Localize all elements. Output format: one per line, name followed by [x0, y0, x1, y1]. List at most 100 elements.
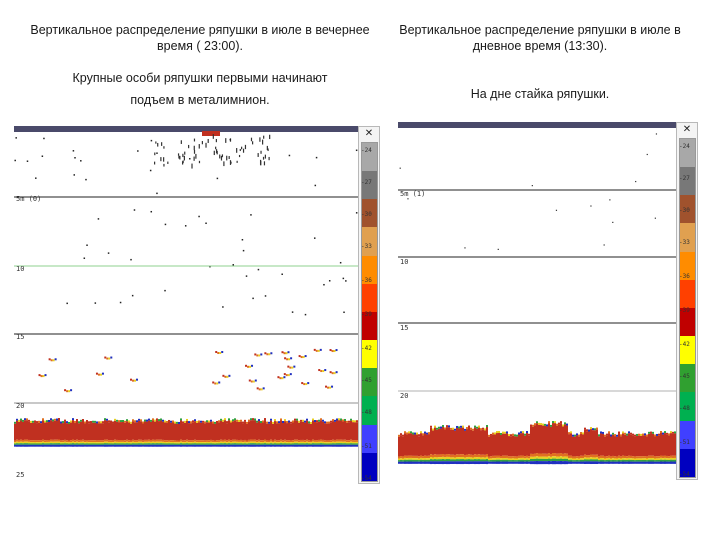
seabed-edge: [438, 457, 440, 460]
seabed-speckle: [232, 419, 234, 422]
seabed-edge: [518, 461, 520, 464]
seabed-edge: [476, 459, 478, 462]
seabed-edge: [602, 461, 604, 464]
seabed-speckle: [38, 420, 40, 423]
close-icon[interactable]: ✕: [364, 128, 374, 139]
fish-trace: [407, 198, 409, 200]
seabed-core: [304, 422, 306, 441]
seabed-edge: [86, 444, 88, 447]
seabed-edge: [454, 461, 456, 464]
seabed-speckle: [74, 421, 76, 424]
seabed-speckle: [166, 421, 168, 424]
seabed-edge: [600, 461, 602, 464]
seabed-speckle: [630, 432, 632, 435]
seabed-core: [648, 433, 650, 456]
seabed-edge: [90, 444, 92, 447]
seabed-edge: [550, 461, 552, 465]
seabed-core: [170, 422, 172, 441]
seabed-core: [296, 420, 298, 440]
seabed-speckle: [302, 419, 304, 422]
fish-arc: [42, 375, 45, 378]
close-icon[interactable]: ✕: [682, 124, 692, 135]
seabed-edge: [584, 454, 586, 458]
seabed-core: [592, 430, 594, 455]
color-scale-segment: [362, 171, 377, 200]
seabed-edge: [216, 443, 218, 445]
fish-trace: [264, 154, 266, 159]
seabed-core: [620, 436, 622, 457]
seabed-edge: [578, 461, 580, 464]
seabed-edge: [56, 441, 58, 444]
seabed-edge: [554, 461, 556, 465]
seabed-edge: [484, 457, 486, 460]
seabed-edge: [572, 456, 574, 459]
right-panel-title: Вертикальное распределение ряпушки в июл…: [399, 23, 681, 53]
seabed-edge: [196, 440, 198, 443]
seabed-speckle: [338, 418, 340, 421]
seabed-speckle: [244, 419, 246, 422]
seabed-core: [468, 427, 470, 455]
seabed-speckle: [140, 419, 142, 422]
seabed-edge: [314, 441, 316, 444]
seabed-core: [308, 423, 310, 441]
seabed-edge: [96, 440, 98, 443]
fish-arc: [285, 374, 288, 377]
seabed-edge: [148, 444, 150, 447]
seabed-edge: [508, 458, 510, 461]
seabed-edge: [432, 461, 434, 464]
fish-arc: [281, 377, 284, 380]
seabed-edge: [260, 440, 262, 443]
seabed-edge: [106, 439, 108, 442]
seabed-edge: [166, 444, 168, 447]
seabed-core: [452, 429, 454, 455]
seabed-edge: [152, 444, 154, 447]
seabed-edge: [82, 439, 84, 442]
seabed-core: [504, 433, 506, 456]
seabed-core: [286, 423, 288, 441]
seabed-edge: [550, 453, 552, 457]
seabed-core: [124, 422, 126, 441]
seabed-core: [180, 420, 182, 440]
seabed-speckle: [346, 420, 348, 423]
seabed-edge: [548, 458, 550, 462]
seabed-speckle: [132, 419, 134, 422]
seabed-edge: [32, 444, 34, 447]
seabed-core: [42, 420, 44, 440]
fish-trace: [531, 185, 533, 187]
seabed-edge: [208, 440, 210, 443]
seabed-core: [100, 423, 102, 441]
fish-trace: [164, 223, 167, 226]
seabed-edge: [478, 459, 480, 462]
fish-trace: [198, 144, 200, 149]
seabed-speckle: [240, 419, 242, 422]
seabed-edge: [630, 455, 632, 459]
seabed-edge: [302, 441, 304, 444]
fish-trace: [252, 297, 254, 300]
seabed-edge: [258, 444, 260, 447]
seabed-edge: [248, 441, 250, 444]
seabed-edge: [404, 459, 406, 462]
seabed-edge: [464, 454, 466, 458]
seabed-edge: [112, 440, 114, 443]
seabed-edge: [26, 444, 28, 447]
seabed-core: [578, 436, 580, 457]
seabed-speckle: [628, 431, 630, 434]
seabed-edge: [136, 440, 138, 442]
seabed-core: [426, 434, 428, 456]
fish-arc: [249, 365, 252, 368]
seabed-edge: [128, 441, 130, 444]
seabed-edge: [122, 444, 124, 447]
seabed-speckle: [632, 433, 634, 436]
seabed-edge: [230, 444, 232, 447]
seabed-speckle: [478, 425, 480, 428]
seabed-core: [408, 433, 410, 456]
seabed-core: [406, 434, 408, 456]
seabed-edge: [574, 458, 576, 461]
fish-trace: [74, 157, 76, 159]
seabed-edge: [56, 444, 58, 447]
seabed-edge: [668, 461, 670, 464]
seabed-speckle: [198, 420, 200, 423]
seabed-core: [440, 428, 442, 455]
seabed-edge: [292, 444, 294, 447]
seabed-core: [586, 431, 588, 456]
